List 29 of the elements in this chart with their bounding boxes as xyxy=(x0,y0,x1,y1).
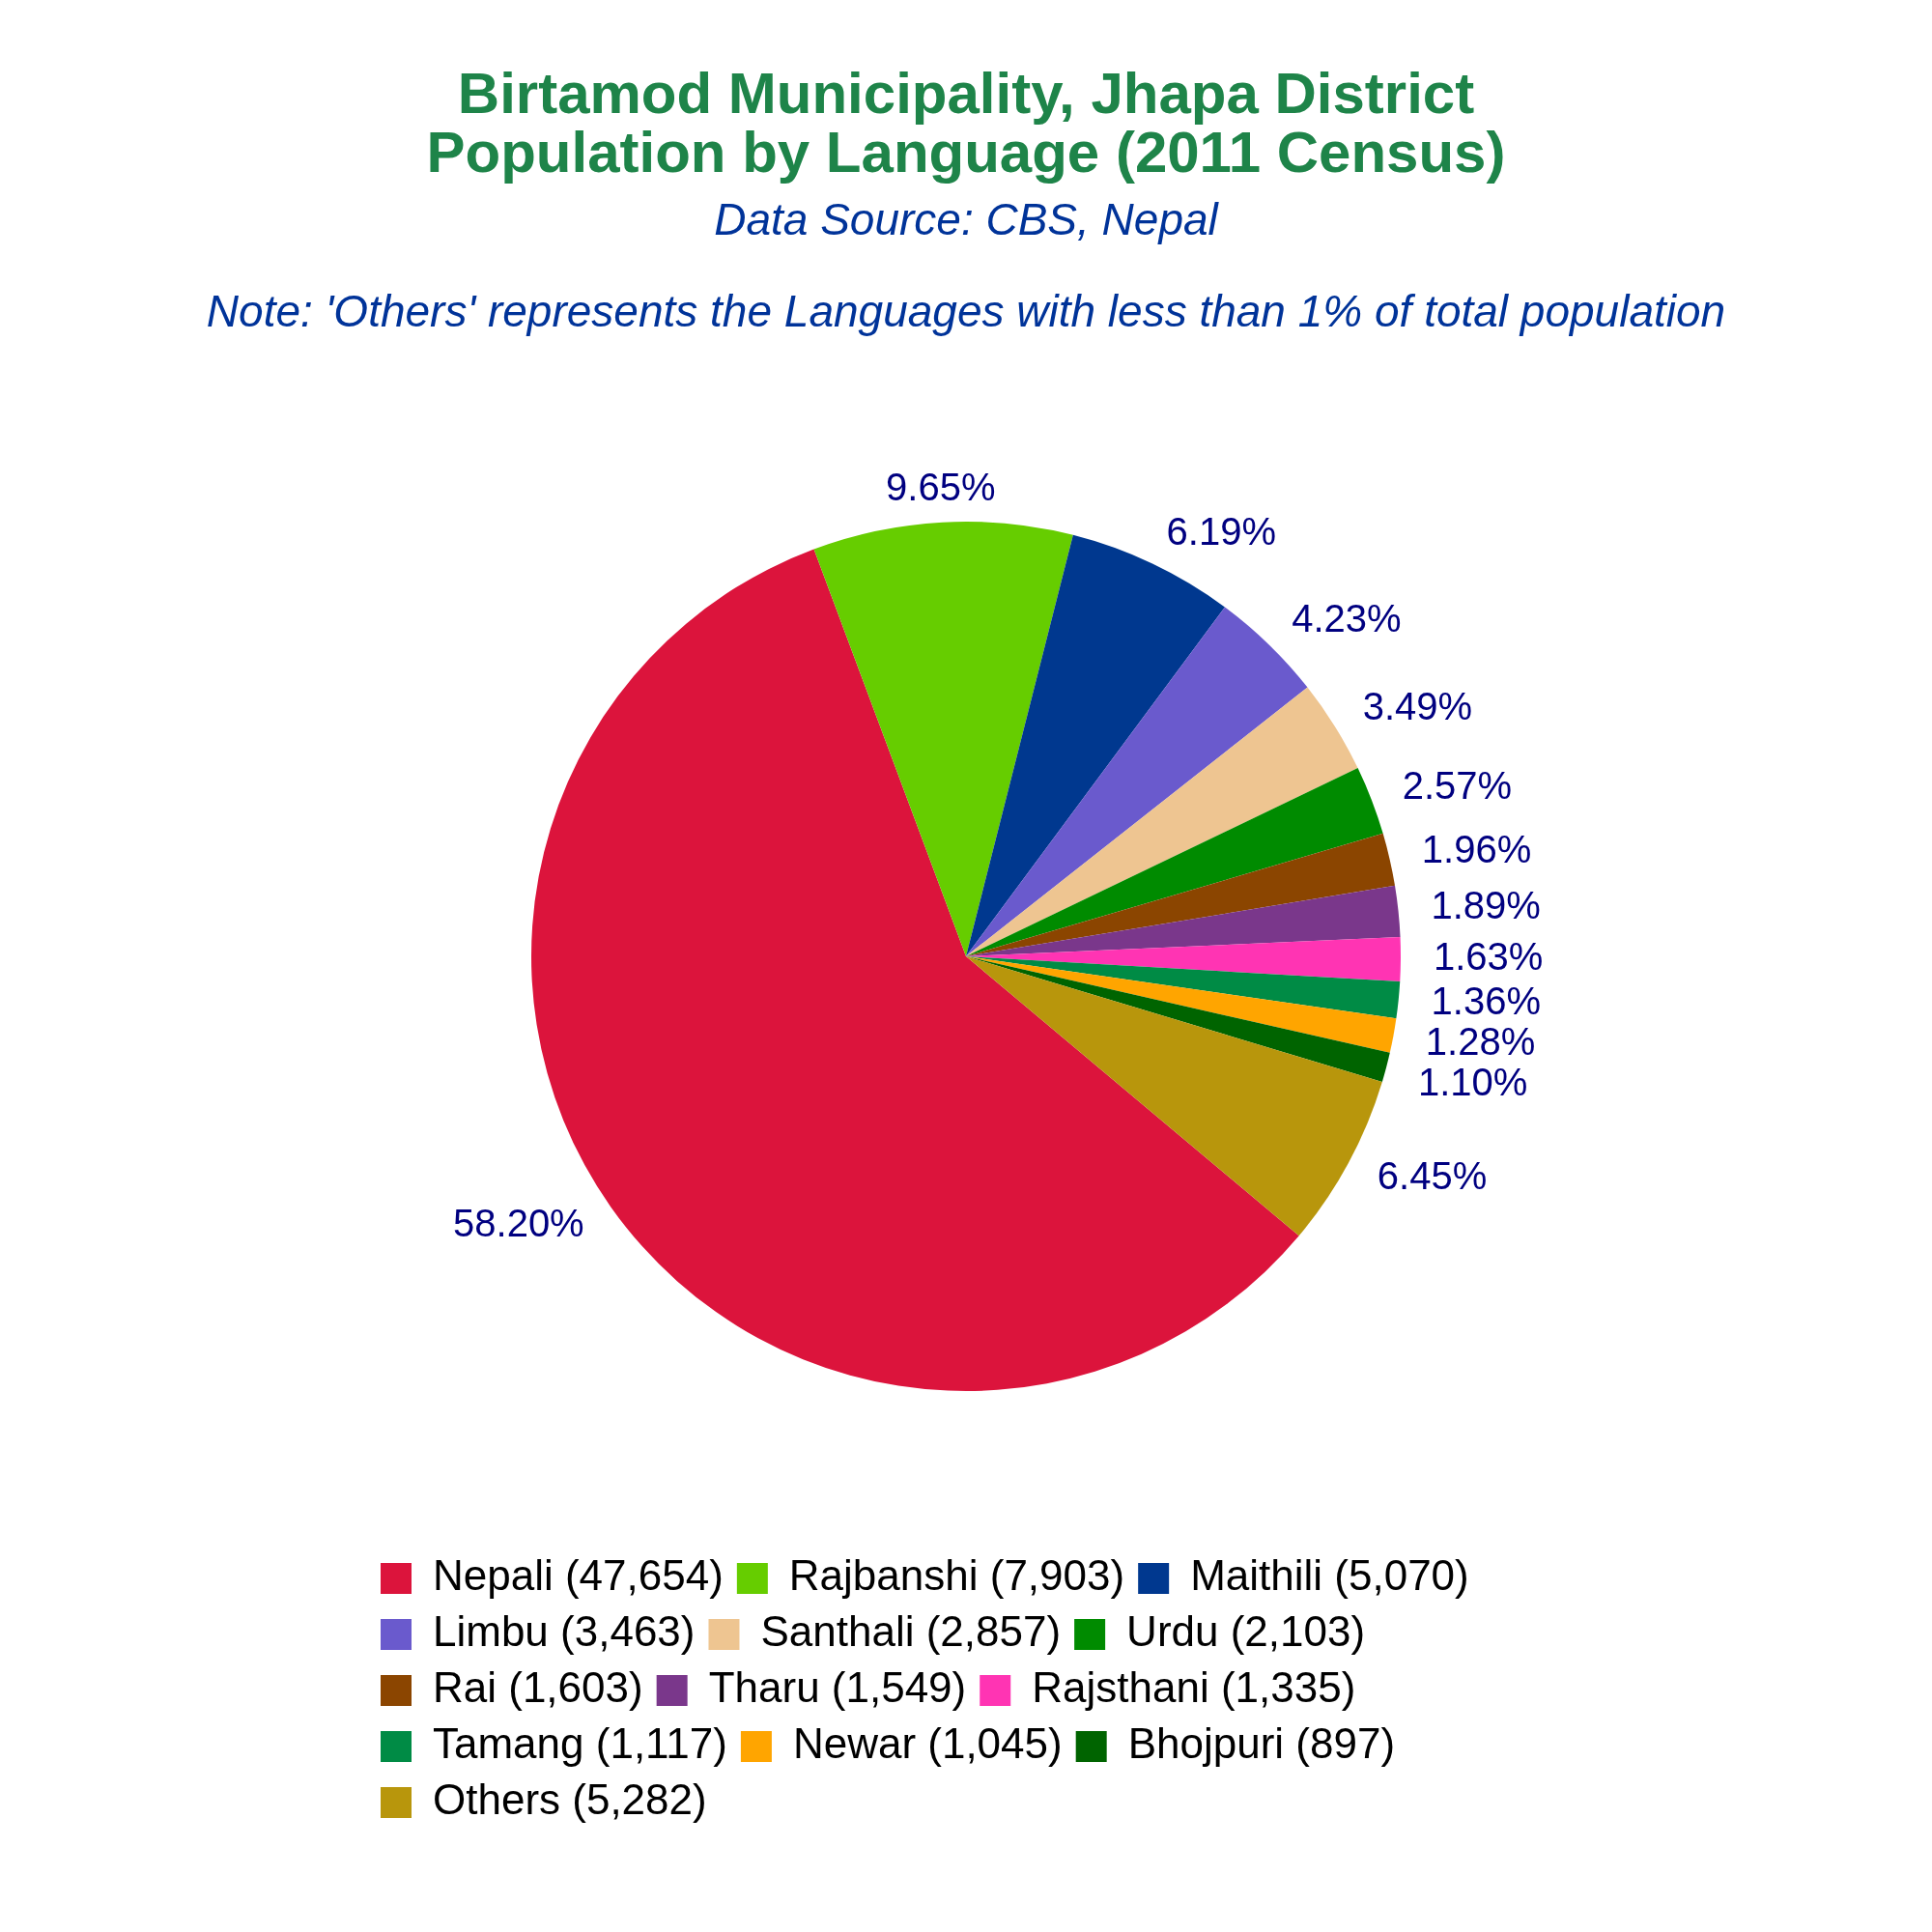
chart-title: Birtamod Municipality, Jhapa District Population by Language (2011 Census) xyxy=(425,60,1507,185)
legend-label: Newar (1,045) xyxy=(792,1719,1063,1768)
legend-label: Limbu (3,463) xyxy=(433,1607,696,1656)
data-label: 1.36% xyxy=(1431,979,1541,1022)
data-label: 6.45% xyxy=(1377,1154,1488,1198)
legend-label: Urdu (2,103) xyxy=(1126,1607,1366,1656)
source-note: Data Source: CBS, Nepal xyxy=(713,193,1220,246)
legend-label: Rajsthani (1,335) xyxy=(1032,1663,1356,1712)
legend-label: Bhojpuri (897) xyxy=(1127,1719,1396,1768)
legend-label: Rai (1,603) xyxy=(433,1663,643,1712)
data-label: 4.23% xyxy=(1292,596,1402,639)
data-label: 2.57% xyxy=(1402,764,1513,808)
data-label: 1.89% xyxy=(1431,883,1541,926)
data-label: 1.96% xyxy=(1421,828,1532,871)
data-label: 58.20% xyxy=(453,1202,584,1245)
legend-label: Others (5,282) xyxy=(433,1776,707,1824)
legend-label: Rajbanshi (7,903) xyxy=(788,1551,1125,1600)
data-label: 9.65% xyxy=(886,465,996,508)
data-label: 1.28% xyxy=(1425,1019,1536,1063)
text: Note: 'Others' represents the Languages with less than 1% of total population xyxy=(205,285,1727,338)
data-label: 1.10% xyxy=(1417,1060,1528,1103)
legend-label: Tamang (1,117) xyxy=(433,1719,727,1768)
data-label: 3.49% xyxy=(1362,684,1473,727)
legend-label: Maithili (5,070) xyxy=(1190,1551,1469,1600)
legend-label: Nepali (47,654) xyxy=(433,1551,724,1600)
data-label: 6.19% xyxy=(1166,509,1277,553)
legend-label: Santhali (2,857) xyxy=(760,1607,1062,1656)
legend-label: Tharu (1,549) xyxy=(708,1663,967,1712)
data-label: 1.63% xyxy=(1433,935,1544,979)
